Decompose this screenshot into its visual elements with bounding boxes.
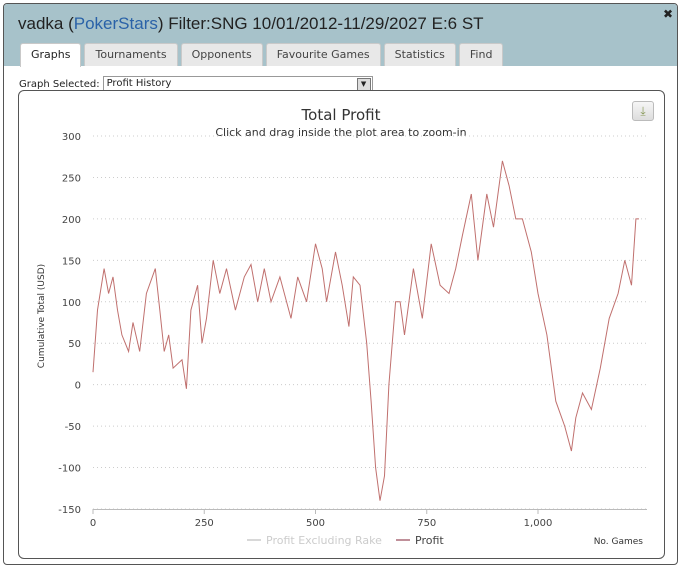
tab-opponents[interactable]: Opponents [180,43,263,66]
graph-select-dropdown[interactable]: Profit History ▼ [102,76,373,92]
x-tick-label: 1,000 [524,518,553,529]
graph-selector-label: Graph Selected: [19,78,100,90]
legend-item-profit[interactable]: Profit [415,534,444,547]
x-tick-label: 750 [417,518,436,529]
tab-tournaments[interactable]: Tournaments [84,43,178,66]
y-tick-label: -100 [58,464,81,475]
y-tick-label: -50 [65,422,81,433]
site-name[interactable]: PokerStars [73,14,158,33]
y-tick-label: 0 [75,381,81,392]
tab-find[interactable]: Find [458,43,504,66]
tab-graphs[interactable]: Graphs [20,43,82,67]
profit-chart[interactable]: Total Profit Click and drag inside the p… [19,91,664,558]
window-title: vadka (PokerStars) Filter:SNG 10/01/2012… [18,14,484,33]
chart-container: ⤓ Total Profit Click and drag inside the… [18,90,665,559]
tab-bar: Graphs Tournaments Opponents Favourite G… [20,43,504,67]
x-axis-label: No. Games [594,537,644,547]
chart-title: Total Profit [301,106,381,124]
y-tick-label: 250 [62,173,81,184]
filter-text: Filter:SNG 10/01/2012-11/29/2027 E:6 ST [168,14,484,33]
legend-item-excl-rake[interactable]: Profit Excluding Rake [266,534,382,547]
close-icon[interactable]: ✖ [662,7,673,21]
chart-subtitle: Click and drag inside the plot area to z… [215,126,466,139]
legend: Profit Excluding Rake Profit [247,534,444,547]
graph-selector: Graph Selected: Profit History ▼ [19,76,373,92]
y-tick-label: 150 [62,256,81,267]
y-axis-label: Cumulative Total (USD) [37,264,47,368]
x-tick-label: 0 [90,518,96,529]
y-tick-label: 200 [62,215,81,226]
x-tick-label: 250 [195,518,214,529]
title-bar: vadka (PokerStars) Filter:SNG 10/01/2012… [4,4,677,67]
tab-statistics[interactable]: Statistics [383,43,456,66]
player-name: vadka [18,14,64,33]
y-tick-label: 100 [62,298,81,309]
tab-favourite-games[interactable]: Favourite Games [265,43,381,66]
graph-select-value: Profit History [106,78,172,89]
profit-series-line [92,160,639,501]
player-window: vadka (PokerStars) Filter:SNG 10/01/2012… [3,3,678,565]
y-tick-label: 50 [68,339,81,350]
x-tick-label: 500 [306,518,325,529]
download-icon[interactable]: ⤓ [632,101,654,121]
y-tick-label: -150 [58,505,81,516]
y-tick-label: 300 [62,132,81,143]
